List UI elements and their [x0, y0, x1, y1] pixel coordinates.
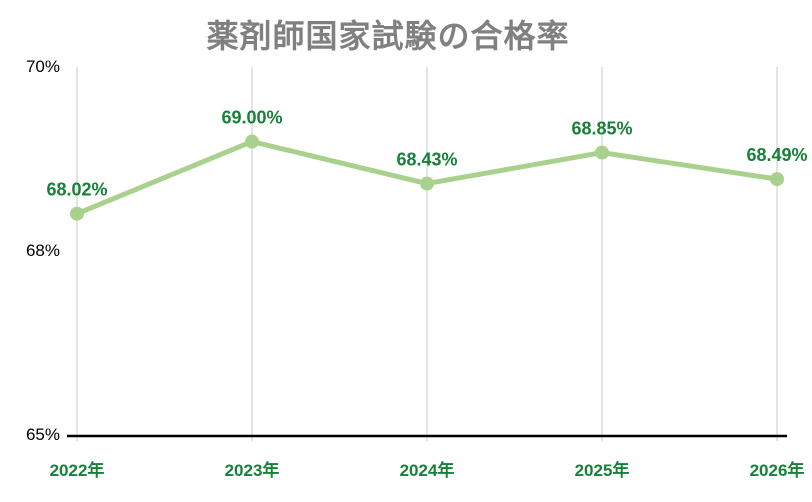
- data-point-label: 68.43%: [396, 150, 457, 170]
- x-axis-tick-label: 2022年: [50, 460, 105, 480]
- data-point-label: 69.00%: [221, 108, 282, 128]
- x-axis-tick-label: 2023年: [225, 460, 280, 480]
- data-point-label: 68.85%: [571, 119, 632, 139]
- data-point-marker: [595, 145, 609, 160]
- x-axis-tick-label: 2024年: [400, 460, 455, 480]
- chart-title: 薬剤師国家試験の合格率: [206, 18, 569, 54]
- data-point-marker: [770, 172, 784, 187]
- y-axis-tick-label: 70%: [26, 57, 60, 76]
- gridlines: [76, 67, 778, 441]
- x-axis-tick-label: 2026年: [750, 460, 805, 480]
- data-point-marker: [245, 134, 259, 149]
- y-axis-tick-label: 65%: [26, 425, 60, 444]
- x-axis-tick-label: 2025年: [575, 460, 630, 480]
- data-point-label: 68.02%: [46, 180, 107, 200]
- x-axis-labels: 2022年 2023年 2024年 2025年 2026年: [50, 460, 805, 480]
- data-point-marker: [420, 176, 434, 191]
- data-labels: 68.02% 69.00% 68.43% 68.85% 68.49%: [46, 108, 807, 200]
- series-layer: [70, 134, 784, 221]
- data-point-marker: [70, 206, 84, 221]
- y-axis-labels: 70% 68% 65%: [26, 57, 60, 444]
- y-axis-tick-label: 68%: [26, 241, 60, 260]
- data-point-label: 68.49%: [746, 145, 807, 165]
